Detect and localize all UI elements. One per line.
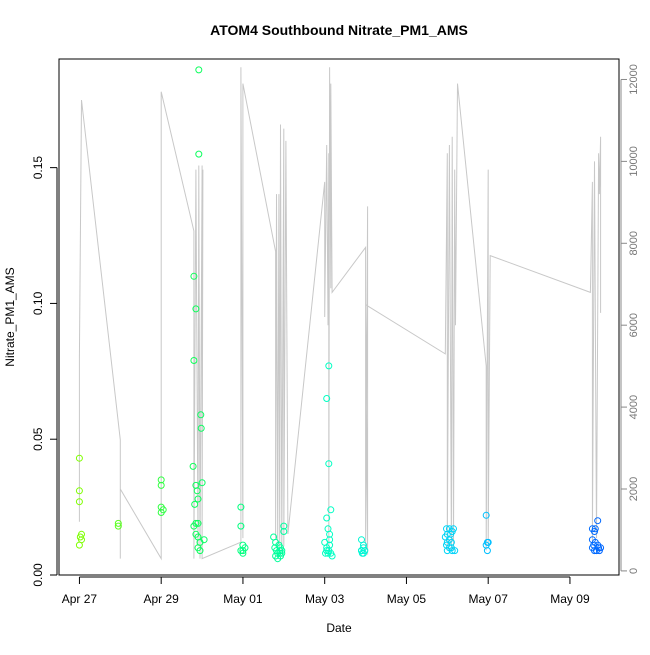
data-point	[239, 549, 247, 557]
data-point	[191, 500, 199, 508]
data-point	[326, 541, 334, 549]
data-point	[192, 305, 200, 313]
data-point	[482, 511, 490, 519]
x-tick-label: May 07	[469, 592, 509, 606]
secondary-series-layer	[78, 67, 602, 561]
y-tick-label: 0.00	[31, 563, 45, 587]
y2-tick-label: 12000	[628, 64, 640, 95]
data-point	[276, 549, 284, 557]
data-point	[323, 547, 331, 555]
y-tick-label: 0.10	[31, 291, 45, 315]
data-point	[189, 462, 197, 470]
y-tick-label: 0.15	[31, 156, 45, 180]
data-point	[197, 424, 205, 432]
data-point	[483, 547, 491, 555]
data-point	[328, 552, 336, 560]
data-point	[200, 536, 208, 544]
y2-tick-label: 6000	[628, 313, 640, 337]
chart-title: ATOM4 Southbound Nitrate_PM1_AMS	[210, 22, 468, 38]
data-point	[195, 66, 203, 74]
data-point	[75, 454, 83, 462]
data-point	[327, 506, 335, 514]
data-point	[194, 495, 202, 503]
data-point	[326, 536, 334, 544]
data-point	[451, 547, 459, 555]
data-point	[590, 541, 598, 549]
y2-tick-label: 4000	[628, 395, 640, 419]
data-point	[114, 522, 122, 530]
data-point	[325, 362, 333, 370]
data-point	[190, 357, 198, 364]
x-tick-label: May 09	[550, 592, 590, 606]
data-point	[323, 395, 331, 402]
x-axis-label: Date	[326, 621, 352, 635]
data-point	[591, 528, 598, 535]
data-point	[193, 487, 201, 495]
data-point	[75, 498, 83, 506]
data-point	[75, 541, 83, 549]
data-point	[157, 481, 165, 489]
y-axis-label: Nitrate_PM1_AMS	[3, 267, 17, 366]
y2-tick-label: 8000	[628, 231, 640, 255]
y-tick-label: 0.05	[31, 427, 45, 451]
x-tick-label: May 01	[223, 592, 263, 606]
data-point	[448, 547, 456, 555]
data-point	[237, 522, 245, 530]
x-tick-label: Apr 27	[62, 592, 98, 606]
data-point	[196, 547, 204, 555]
data-point	[280, 522, 288, 530]
y2-tick-label: 0	[628, 568, 640, 574]
data-point	[197, 411, 205, 419]
data-point	[195, 150, 203, 158]
data-point	[594, 517, 602, 525]
data-point	[157, 509, 165, 516]
data-point	[450, 525, 457, 533]
data-point	[190, 522, 198, 530]
data-point	[593, 547, 600, 555]
data-point	[190, 272, 198, 280]
data-point	[237, 503, 245, 511]
axes-layer: Apr 27 Apr 29 May 01 May 03 May 05 May 07 May …	[31, 64, 640, 606]
data-point	[360, 544, 367, 552]
secondary-series-line	[78, 67, 602, 561]
data-point	[326, 530, 334, 538]
data-point	[114, 519, 122, 527]
data-point	[280, 528, 288, 535]
data-point	[325, 460, 333, 468]
plot-box	[58, 58, 620, 576]
y2-tick-label: 10000	[628, 146, 640, 177]
points-layer	[75, 66, 605, 563]
data-point	[323, 514, 331, 522]
data-point	[75, 487, 83, 495]
data-point	[443, 547, 451, 555]
data-point	[239, 547, 247, 555]
x-tick-label: May 03	[305, 592, 345, 606]
x-tick-label: Apr 29	[144, 592, 180, 606]
data-point	[595, 547, 603, 555]
y2-tick-label: 2000	[628, 477, 640, 501]
data-point	[198, 479, 206, 487]
x-tick-label: May 05	[387, 592, 427, 606]
data-point	[76, 533, 84, 541]
